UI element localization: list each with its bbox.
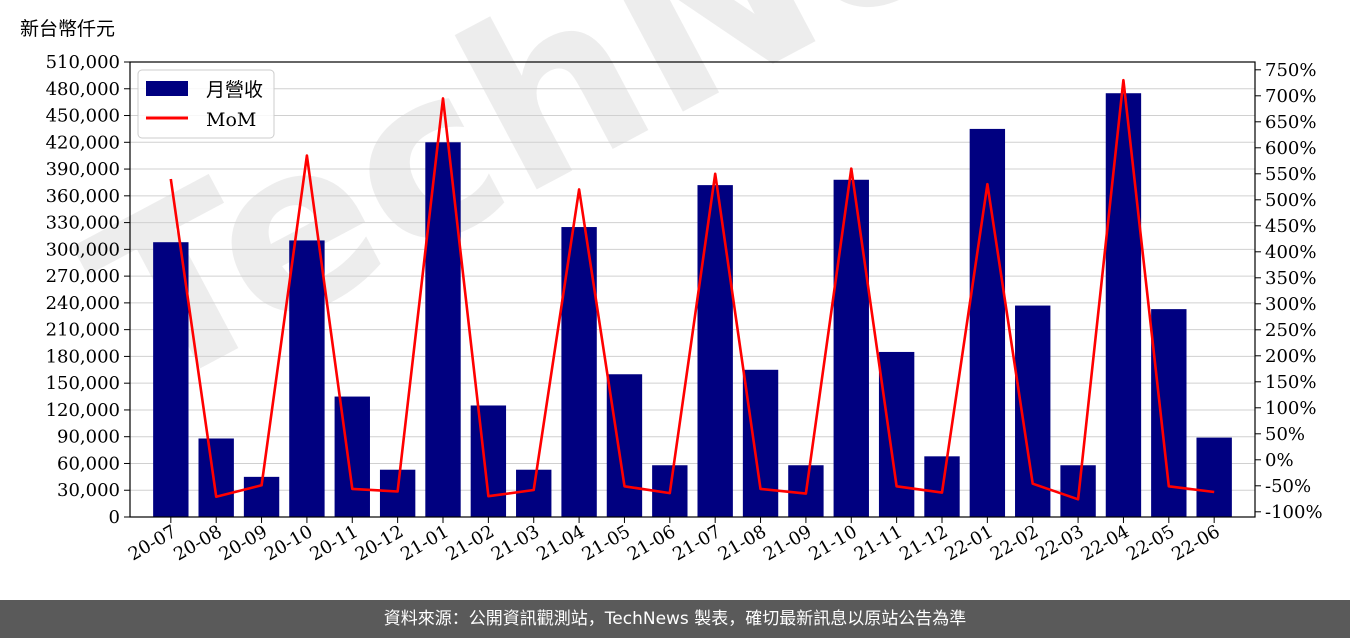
right-tick-label: 150%	[1265, 372, 1316, 393]
x-tick-label: 20-07	[125, 521, 180, 565]
right-tick-label: 650%	[1265, 112, 1316, 133]
revenue-bar	[742, 369, 779, 517]
revenue-chart: TechNews 030,00060,00090,000120,000150,0…	[46, 0, 1323, 565]
plot-frame	[129, 61, 1256, 518]
left-tick-label: 510,000	[46, 52, 120, 73]
left-tick-label: 90,000	[57, 427, 120, 448]
x-tick-label: 21-03	[488, 521, 543, 565]
right-tick-label: -100%	[1265, 502, 1323, 523]
left-tick-label: 240,000	[46, 293, 120, 314]
x-tick-label: 21-11	[851, 521, 906, 565]
right-tick-label: 450%	[1265, 216, 1316, 237]
left-tick-label: 450,000	[46, 106, 120, 127]
x-tick-label: 22-03	[1032, 521, 1087, 565]
left-tick-label: 30,000	[57, 480, 120, 501]
right-tick-label: 700%	[1265, 86, 1316, 107]
source-footer: 資料來源：公開資訊觀測站，TechNews 製表，確切最新訊息以原站公告為準	[0, 600, 1350, 638]
x-tick-label: 20-12	[352, 521, 407, 565]
x-tick-label: 21-04	[533, 521, 588, 565]
x-tick-label: 21-02	[442, 521, 497, 565]
right-tick-label: 750%	[1265, 60, 1316, 81]
right-tick-label: 200%	[1265, 346, 1316, 367]
left-tick-label: 270,000	[46, 266, 120, 287]
x-tick-label: 22-02	[987, 521, 1042, 565]
x-tick-label: 21-07	[669, 521, 724, 565]
revenue-bar	[153, 242, 189, 517]
mom-line-layer	[169, 78, 1215, 501]
right-tick-label: 500%	[1265, 190, 1316, 211]
x-tick-label: 20-10	[261, 521, 316, 565]
left-tick-label: 300,000	[46, 239, 120, 260]
left-tick-label: 150,000	[46, 373, 120, 394]
legend: 月營收 MoM	[137, 69, 275, 139]
left-tick-label: 360,000	[46, 186, 120, 207]
legend-label-line: MoM	[206, 109, 256, 131]
right-tick-label: 100%	[1265, 398, 1316, 419]
left-tick-label: 180,000	[46, 346, 120, 367]
revenue-bar	[1196, 437, 1232, 517]
legend-swatch-bar	[146, 81, 188, 96]
x-tick-label: 20-11	[306, 521, 361, 565]
revenue-bar	[334, 396, 370, 517]
left-tick-label: 0	[109, 507, 120, 528]
revenue-bar	[833, 179, 869, 517]
x-tick-label: 21-12	[896, 521, 951, 565]
x-tick-label: 22-06	[1168, 521, 1223, 565]
left-tick-label: 210,000	[46, 320, 120, 341]
revenue-bar	[1015, 305, 1051, 517]
left-tick-label: 390,000	[46, 159, 120, 180]
revenue-bar	[289, 240, 325, 517]
revenue-bar	[606, 374, 643, 517]
x-tick-label: 22-01	[941, 521, 996, 565]
x-tick-label: 20-08	[170, 521, 225, 565]
x-tick-label: 21-06	[624, 521, 679, 565]
legend-label-bar: 月營收	[206, 79, 263, 101]
revenue-bar	[379, 469, 416, 517]
x-tick-label: 21-10	[805, 521, 860, 565]
left-tick-label: 60,000	[57, 453, 120, 474]
right-tick-label: 600%	[1265, 138, 1316, 159]
revenue-bar	[969, 128, 1006, 518]
right-tick-label: 350%	[1265, 268, 1316, 289]
right-tick-label: 250%	[1265, 320, 1316, 341]
right-tick-label: 0%	[1265, 450, 1294, 471]
left-tick-label: 420,000	[46, 132, 120, 153]
left-tick-label: 480,000	[46, 79, 120, 100]
revenue-bar	[878, 351, 915, 517]
left-tick-label: 120,000	[46, 400, 120, 421]
right-tick-label: 400%	[1265, 242, 1316, 263]
x-tick-label: 20-09	[216, 521, 271, 565]
y-axis-unit-label: 新台幣仟元	[20, 18, 116, 40]
right-tick-label: 550%	[1265, 164, 1316, 185]
x-tick-label: 21-08	[715, 521, 770, 565]
left-tick-label: 330,000	[46, 213, 120, 234]
mom-line	[169, 78, 1215, 501]
revenue-bar	[470, 405, 507, 517]
revenue-bar	[516, 469, 552, 517]
right-tick-label: -50%	[1265, 476, 1311, 497]
revenue-bar	[198, 438, 234, 517]
x-tick-label: 21-01	[397, 521, 452, 565]
x-tick-label: 22-04	[1078, 521, 1133, 565]
x-tick-label: 21-05	[579, 521, 634, 565]
revenue-bar	[1105, 93, 1142, 517]
right-tick-label: 50%	[1265, 424, 1305, 445]
x-tick-label: 22-05	[1123, 521, 1178, 565]
x-tick-label: 21-09	[760, 521, 815, 565]
right-tick-label: 300%	[1265, 294, 1316, 315]
revenue-bar	[697, 185, 733, 517]
